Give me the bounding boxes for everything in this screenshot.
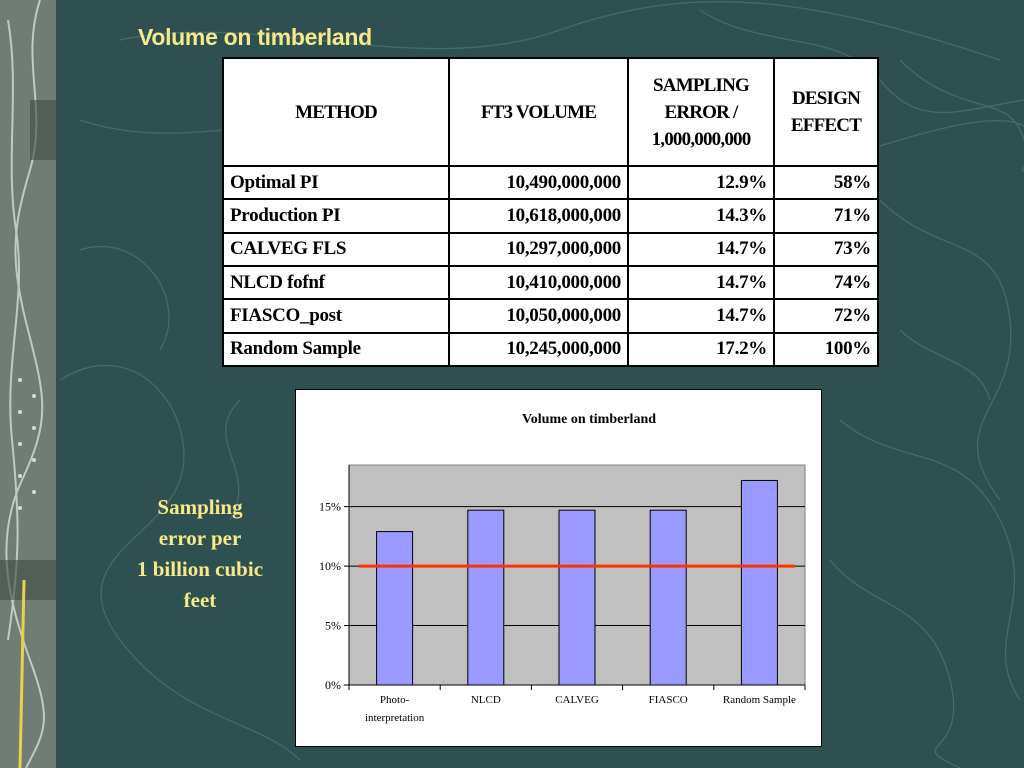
header-sampling-error: SAMPLING ERROR / 1,000,000,000: [627, 57, 775, 167]
table-row: Random Sample 10,245,000,000 17.2% 100%: [222, 331, 879, 368]
sampling-error-cell: 12.9%: [627, 164, 775, 201]
volume-table: METHOD FT3 VOLUME SAMPLING ERROR / 1,000…: [222, 57, 879, 368]
table-row: FIASCO_post 10,050,000,000 14.7% 72%: [222, 298, 879, 334]
y-tick-label: 5%: [325, 619, 341, 633]
volume-cell: 10,245,000,000: [448, 331, 629, 368]
x-tick-label: interpretation: [365, 712, 425, 724]
y-tick-label: 10%: [319, 559, 341, 573]
sampling-error-cell: 14.3%: [627, 198, 775, 234]
bar: [467, 509, 505, 686]
method-cell: Random Sample: [222, 331, 450, 368]
table-row: NLCD fofnf 10,410,000,000 14.7% 74%: [222, 264, 879, 301]
table-row: Optimal PI 10,490,000,000 12.9% 58%: [222, 164, 879, 201]
volume-cell: 10,618,000,000: [448, 198, 629, 234]
table-row: Production PI 10,618,000,000 14.3% 71%: [222, 198, 879, 234]
volume-cell: 10,410,000,000: [448, 264, 629, 301]
volume-cell: 10,297,000,000: [448, 231, 629, 267]
design-effect-cell: 71%: [773, 198, 879, 234]
sampling-error-chart: Volume on timberland 0% 5% 10% 15% Photo-inte…: [295, 389, 822, 747]
bar: [376, 531, 414, 686]
bar: [740, 479, 778, 686]
y-tick-label: 0%: [325, 678, 341, 692]
side-note-line: 1 billion cubic: [136, 557, 264, 581]
design-effect-cell: 74%: [773, 264, 879, 301]
header-design-effect: DESIGN EFFECT: [773, 57, 879, 167]
design-effect-cell: 73%: [773, 231, 879, 267]
design-effect-cell: 72%: [773, 298, 879, 334]
method-cell: NLCD fofnf: [222, 264, 450, 301]
y-tick-label: 15%: [319, 500, 341, 514]
sampling-error-cell: 14.7%: [627, 298, 775, 334]
method-cell: FIASCO_post: [222, 298, 450, 334]
x-tick-label: CALVEG: [555, 694, 599, 706]
x-tick-label: Photo-: [380, 694, 410, 706]
aerial-photo-strip: [0, 0, 56, 768]
volume-cell: 10,490,000,000: [448, 164, 629, 201]
table-row: CALVEG FLS 10,297,000,000 14.7% 73%: [222, 231, 879, 267]
x-tick-label: NLCD: [471, 694, 501, 706]
side-note-line: error per: [158, 526, 242, 550]
x-tick-label: Random Sample: [723, 694, 796, 706]
chart-canvas: Volume on timberland 0% 5% 10% 15% Photo-inte…: [319, 412, 806, 724]
method-cell: Production PI: [222, 198, 450, 234]
design-effect-cell: 58%: [773, 164, 879, 201]
sampling-error-cell: 14.7%: [627, 231, 775, 267]
method-cell: Optimal PI: [222, 164, 450, 201]
side-note-line: feet: [183, 588, 217, 612]
bar: [649, 509, 687, 686]
table-header-row: METHOD FT3 VOLUME SAMPLING ERROR / 1,000…: [222, 57, 879, 167]
sampling-error-cell: 17.2%: [627, 331, 775, 368]
bar: [558, 509, 596, 686]
sampling-error-cell: 14.7%: [627, 264, 775, 301]
side-note: Sampling error per 1 billion cubic feet: [110, 492, 290, 616]
volume-cell: 10,050,000,000: [448, 298, 629, 334]
side-note-line: Sampling: [157, 495, 243, 519]
method-cell: CALVEG FLS: [222, 231, 450, 267]
x-tick-label: FIASCO: [649, 694, 688, 706]
chart-title: Volume on timberland: [522, 412, 656, 427]
header-method: METHOD: [222, 57, 450, 167]
slide-title: Volume on timberland: [138, 24, 372, 50]
header-ft3-volume: FT3 VOLUME: [448, 57, 629, 167]
design-effect-cell: 100%: [773, 331, 879, 368]
